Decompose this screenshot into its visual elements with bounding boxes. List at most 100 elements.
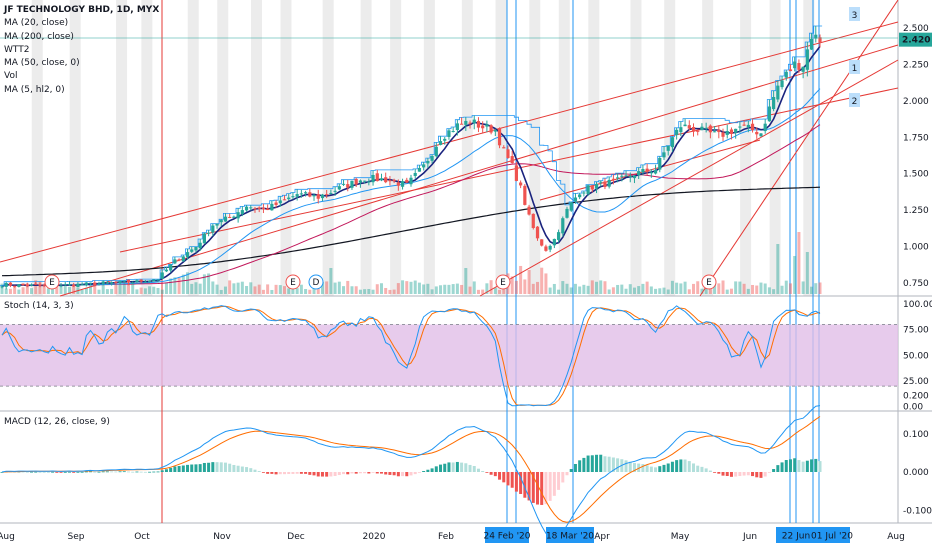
symbol-title[interactable]: JF TECHNOLOGY BHD, 1D, MYX (4, 5, 160, 15)
price-axis-tick-1: 2.250 (903, 60, 929, 70)
macd-histogram-bar (582, 457, 586, 472)
indicator-legend: JF TECHNOLOGY BHD, 1D, MYX MA (20, close… (4, 4, 159, 97)
macd-histogram-bar (126, 471, 130, 473)
volume-bar (152, 286, 156, 294)
candle-body (712, 131, 717, 133)
macd-histogram-bar (316, 472, 320, 477)
candle-body (228, 216, 232, 218)
candle-body (607, 179, 611, 187)
macd-histogram-bar (67, 471, 71, 473)
volume-bar (763, 283, 767, 294)
candle-body (8, 282, 13, 286)
shade-band-4 (187, 0, 199, 296)
macd-histogram-bar (696, 465, 700, 472)
legend-ma20[interactable]: MA (20, close) (4, 18, 69, 29)
candle-body (788, 69, 793, 72)
macd-histogram-bar (51, 471, 55, 473)
macd-histogram-bar (713, 472, 717, 473)
macd-histogram-bar (34, 471, 38, 473)
volume-bar (683, 281, 687, 294)
price-axis-tick-2: 2.000 (903, 97, 929, 107)
stoch-pane-title: Stoch (14, 3, 3) (4, 301, 74, 311)
candle-body (105, 282, 110, 284)
event-marker-0: E (49, 278, 55, 288)
macd-histogram-bar (759, 472, 763, 478)
candle-body (257, 207, 261, 209)
macd-histogram-bar (780, 462, 784, 472)
macd-histogram-bar (287, 472, 291, 475)
legend-wtt2[interactable]: WTT2 (4, 44, 30, 55)
volume-bar (173, 277, 177, 294)
macd-histogram-bar (55, 472, 59, 473)
macd-histogram-bar (105, 471, 109, 473)
volume-bar (548, 287, 552, 294)
candle-body (590, 185, 594, 190)
candle-body (755, 131, 759, 135)
volume-bar (223, 286, 227, 294)
volume-bar (0, 283, 4, 294)
wave-label-bg-2 (849, 7, 860, 21)
candle-body (683, 124, 687, 127)
macd-histogram-bar (557, 472, 561, 490)
macd-histogram-bar (236, 465, 240, 472)
macd-histogram-bar (498, 472, 502, 480)
volume-bar (788, 283, 792, 294)
volume-bar (603, 281, 607, 294)
volume-bar (586, 285, 590, 294)
macd-histogram-bar (190, 464, 194, 472)
legend-ma200[interactable]: MA (200, close) (4, 31, 74, 42)
volume-bar (207, 273, 211, 294)
macd-histogram-bar (177, 466, 181, 472)
legend-vol[interactable]: Vol (4, 71, 18, 82)
candle-body (687, 125, 691, 129)
x-axis-tick-12: Aug (887, 532, 905, 542)
volume-bar (637, 286, 641, 294)
macd-histogram-bar (84, 471, 88, 473)
macd-histogram-bar (388, 472, 392, 475)
macd-histogram-bar (751, 472, 755, 477)
shade-band-11 (423, 0, 435, 296)
candle-body (34, 283, 38, 285)
candle-body (223, 216, 228, 222)
candle-body (422, 164, 426, 168)
volume-bar (649, 286, 653, 294)
candle-body (594, 184, 599, 189)
macd-histogram-bar (295, 472, 299, 474)
legend-ma50[interactable]: MA (50, close, 0) (4, 58, 80, 69)
candle-body (620, 175, 624, 177)
volume-bar (126, 284, 130, 294)
shade-band-2 (116, 0, 128, 296)
volume-bar (194, 282, 198, 294)
shade-band-15 (558, 0, 570, 296)
macd-histogram-bar (232, 464, 236, 472)
legend-ma5[interactable]: MA (5, hl2, 0) (4, 84, 65, 95)
wave-label-bg-0 (849, 60, 860, 74)
volume-bar (582, 284, 586, 294)
volume-bar (266, 284, 270, 294)
shade-band-0 (31, 0, 43, 296)
volume-bar (607, 289, 611, 294)
volume-bar (333, 282, 337, 294)
macd-histogram-bar (207, 462, 211, 472)
macd-histogram-bar (228, 463, 232, 472)
candle-body (725, 131, 729, 135)
shade-band-3 (141, 0, 153, 296)
candle-body (396, 182, 400, 186)
macd-histogram-bar (654, 467, 658, 472)
candle-body (354, 178, 358, 185)
volume-bar (422, 284, 426, 294)
candle-body (320, 194, 325, 199)
volume-bar (409, 281, 413, 294)
macd-histogram-bar (632, 463, 636, 472)
volume-bar (767, 287, 771, 294)
candle-body (308, 192, 312, 197)
macd-histogram-bar (59, 472, 63, 473)
candle-body (459, 123, 464, 125)
candle-body (72, 284, 76, 287)
candle-body (443, 138, 447, 141)
macd-histogram-bar (333, 472, 337, 477)
candle-body (287, 197, 291, 200)
candle-body (742, 124, 746, 126)
volume-bar (417, 282, 421, 294)
